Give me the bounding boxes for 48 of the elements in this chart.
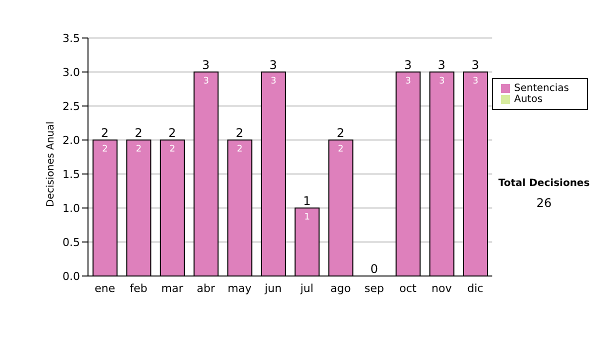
y-tick-label: 2.5 bbox=[62, 100, 80, 113]
x-tick-label: dic bbox=[467, 282, 484, 295]
data-label: 2 bbox=[338, 144, 344, 154]
text: Total Decisiones bbox=[497, 178, 591, 189]
y-axis-title: Decisiones Anual bbox=[46, 121, 57, 207]
data-label: 2 bbox=[170, 144, 176, 154]
y-tick-label: 3.5 bbox=[62, 32, 80, 45]
x-tick-label: sep bbox=[364, 282, 384, 295]
x-tick-label: ago bbox=[330, 282, 352, 295]
total-label: 2 bbox=[236, 126, 244, 140]
data-label: 3 bbox=[270, 76, 276, 86]
total-label: 3 bbox=[471, 58, 480, 72]
legend-label: Sentencias bbox=[514, 83, 569, 94]
text: 26 bbox=[535, 196, 553, 210]
total-label: 2 bbox=[168, 126, 176, 140]
total-label: 3 bbox=[404, 58, 412, 72]
y-tick-label: 1.5 bbox=[62, 168, 80, 181]
data-label: 3 bbox=[438, 76, 445, 86]
y-tick-label: 3.0 bbox=[62, 66, 80, 79]
data-label: 3 bbox=[405, 76, 412, 86]
x-tick-label: feb bbox=[130, 282, 148, 295]
data-label: 2 bbox=[236, 144, 243, 154]
total-label: 2 bbox=[336, 126, 344, 140]
x-tick-label: nov bbox=[432, 282, 452, 295]
data-label: 3 bbox=[203, 76, 209, 86]
total-label: 3 bbox=[438, 58, 446, 72]
x-tick-label: oct bbox=[399, 282, 418, 295]
x-tick-label: jun bbox=[264, 282, 282, 295]
data-label: 2 bbox=[102, 144, 108, 154]
data-label: 3 bbox=[472, 76, 478, 86]
y-tick-label: 1.0 bbox=[62, 202, 80, 215]
total-label: 3 bbox=[269, 58, 278, 72]
x-tick-label: jul bbox=[299, 282, 314, 295]
legend-label: Autos bbox=[514, 94, 543, 105]
data-label: 1 bbox=[304, 212, 310, 222]
total-label: 0 bbox=[370, 262, 378, 276]
total-label: 2 bbox=[101, 126, 109, 140]
x-tick-label: abr bbox=[196, 282, 216, 295]
y-tick-label: 0.0 bbox=[62, 270, 80, 283]
data-label: 2 bbox=[136, 144, 142, 154]
x-tick-label: may bbox=[228, 282, 252, 295]
y-tick-label: 2.0 bbox=[62, 134, 80, 147]
total-label: 2 bbox=[134, 126, 142, 140]
x-tick-label: ene bbox=[94, 282, 116, 295]
x-tick-label: mar bbox=[161, 282, 184, 295]
total-label: 1 bbox=[303, 194, 311, 208]
total-label: 3 bbox=[202, 58, 210, 72]
y-tick-label: 0.5 bbox=[62, 236, 80, 249]
